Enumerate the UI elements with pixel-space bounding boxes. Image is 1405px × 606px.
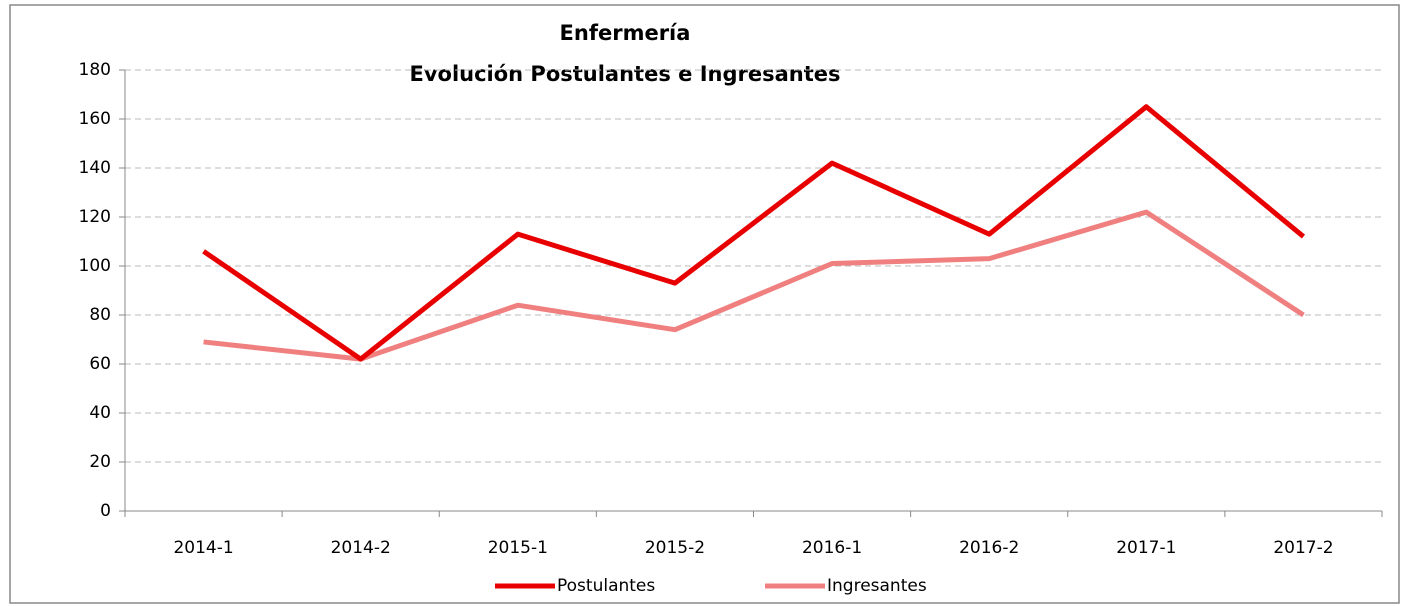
- x-tick-label: 2015-2: [645, 538, 705, 558]
- x-tick-label: 2014-2: [331, 538, 391, 558]
- y-tick-label: 180: [79, 60, 111, 80]
- y-tick-label: 140: [79, 158, 111, 178]
- x-tick-label: 2016-1: [802, 538, 862, 558]
- chart-subtitle: Evolución Postulantes e Ingresantes: [409, 62, 840, 86]
- chart-title: Enfermería: [560, 21, 691, 45]
- y-tick-label: 20: [89, 452, 111, 472]
- x-tick-label: 2017-1: [1116, 538, 1176, 558]
- x-tick-label: 2017-2: [1273, 538, 1333, 558]
- y-tick-label: 40: [89, 403, 111, 423]
- series-line: [202, 104, 1306, 362]
- x-tick-label: 2016-2: [959, 538, 1019, 558]
- x-tick-label: 2015-1: [488, 538, 548, 558]
- y-tick-label: 120: [79, 207, 111, 227]
- series-line: [203, 209, 1305, 362]
- legend-label: Postulantes: [557, 576, 655, 596]
- legend-label: Ingresantes: [827, 576, 927, 596]
- y-tick-label: 160: [79, 109, 111, 129]
- y-tick-label: 60: [89, 354, 111, 374]
- y-tick-label: 80: [89, 305, 111, 325]
- y-tick-label: 0: [100, 501, 111, 521]
- chart-border: [9, 4, 1400, 604]
- y-tick-label: 100: [79, 256, 111, 276]
- x-tick-label: 2014-1: [173, 538, 233, 558]
